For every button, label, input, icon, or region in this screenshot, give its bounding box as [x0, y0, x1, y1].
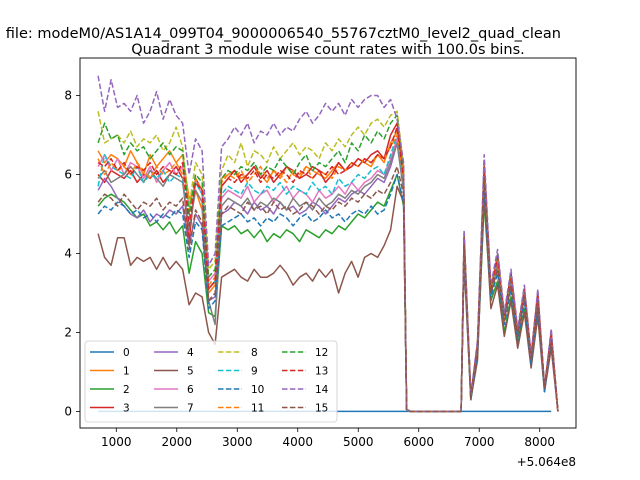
x-tick-label: 1000	[101, 435, 132, 449]
x-tick-label: 7000	[464, 435, 495, 449]
y-tick-label: 8	[64, 89, 72, 103]
plot-frame	[79, 57, 577, 429]
legend-label: 4	[187, 347, 194, 359]
plot-lines	[97, 75, 559, 413]
x-tick-label: 3000	[222, 435, 253, 449]
y-tick-label: 0	[64, 404, 72, 418]
x-tick-label: 6000	[403, 435, 434, 449]
series-line-15	[97, 165, 559, 413]
legend-box	[84, 340, 338, 423]
legend-label: 0	[123, 347, 130, 359]
x-tick-label: 5000	[343, 435, 374, 449]
x-tick-label: 2000	[162, 435, 193, 449]
legend-label: 6	[187, 384, 194, 396]
legend-label: 9	[251, 366, 258, 378]
legend-label: 12	[315, 347, 328, 359]
chart-title: Quadrant 3 module wise count rates with …	[131, 42, 525, 58]
legend-label: 8	[251, 347, 258, 359]
legend-label: 1	[123, 366, 130, 378]
legend-label: 10	[251, 384, 264, 396]
series-line-12	[97, 114, 559, 413]
legend-label: 7	[187, 403, 194, 415]
x-tick-label: 4000	[282, 435, 313, 449]
chart-suptitle: n file: modeM0/AS1A14_099T04_9000006540_…	[0, 26, 561, 42]
y-tick-label: 6	[64, 167, 72, 181]
x-offset-label: +5.064e8	[517, 455, 576, 469]
y-axis: 0 2 4 6 8	[64, 89, 80, 418]
x-tick-label: 8000	[524, 435, 555, 449]
legend-label: 11	[251, 403, 264, 415]
legend-label: 3	[123, 403, 130, 415]
series-line-14	[97, 75, 559, 413]
y-tick-label: 4	[64, 246, 72, 260]
legend-label: 14	[315, 384, 329, 396]
legend-label: 5	[187, 366, 194, 378]
legend-label: 15	[315, 403, 328, 415]
legend-label: 2	[123, 384, 130, 396]
legend-label: 13	[315, 366, 328, 378]
y-tick-label: 2	[64, 325, 72, 339]
x-axis: 1000 2000 3000 4000 5000 6000 7000 8000	[101, 428, 555, 449]
